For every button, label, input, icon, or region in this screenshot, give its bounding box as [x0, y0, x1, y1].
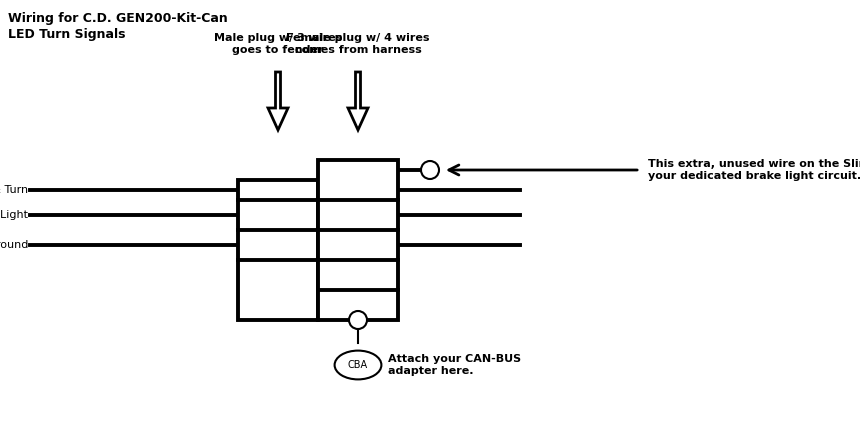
Bar: [238, 180, 318, 320]
Text: LED Turn Signals: LED Turn Signals: [8, 28, 126, 41]
Text: Black - Ground: Black - Ground: [0, 240, 28, 250]
Circle shape: [349, 311, 367, 329]
Circle shape: [421, 161, 439, 179]
Text: This extra, unused wire on the Slim, is
your dedicated brake light circuit.: This extra, unused wire on the Slim, is …: [648, 159, 860, 181]
Ellipse shape: [335, 351, 381, 379]
FancyArrow shape: [268, 72, 288, 130]
Text: Red = Brake & Turn: Red = Brake & Turn: [0, 185, 28, 195]
FancyArrow shape: [348, 72, 368, 130]
Text: CBA: CBA: [348, 360, 368, 370]
Text: Female plug w/ 4 wires
comes from harness: Female plug w/ 4 wires comes from harnes…: [286, 33, 430, 55]
Text: Male plug w/ 3 wires
goes to fender: Male plug w/ 3 wires goes to fender: [214, 33, 342, 55]
Text: Wiring for C.D. GEN200-Kit-Can: Wiring for C.D. GEN200-Kit-Can: [8, 12, 228, 25]
Text: Attach your CAN-BUS
adapter here.: Attach your CAN-BUS adapter here.: [388, 354, 521, 376]
Bar: [318, 160, 398, 320]
Text: White - Running Light: White - Running Light: [0, 210, 28, 220]
